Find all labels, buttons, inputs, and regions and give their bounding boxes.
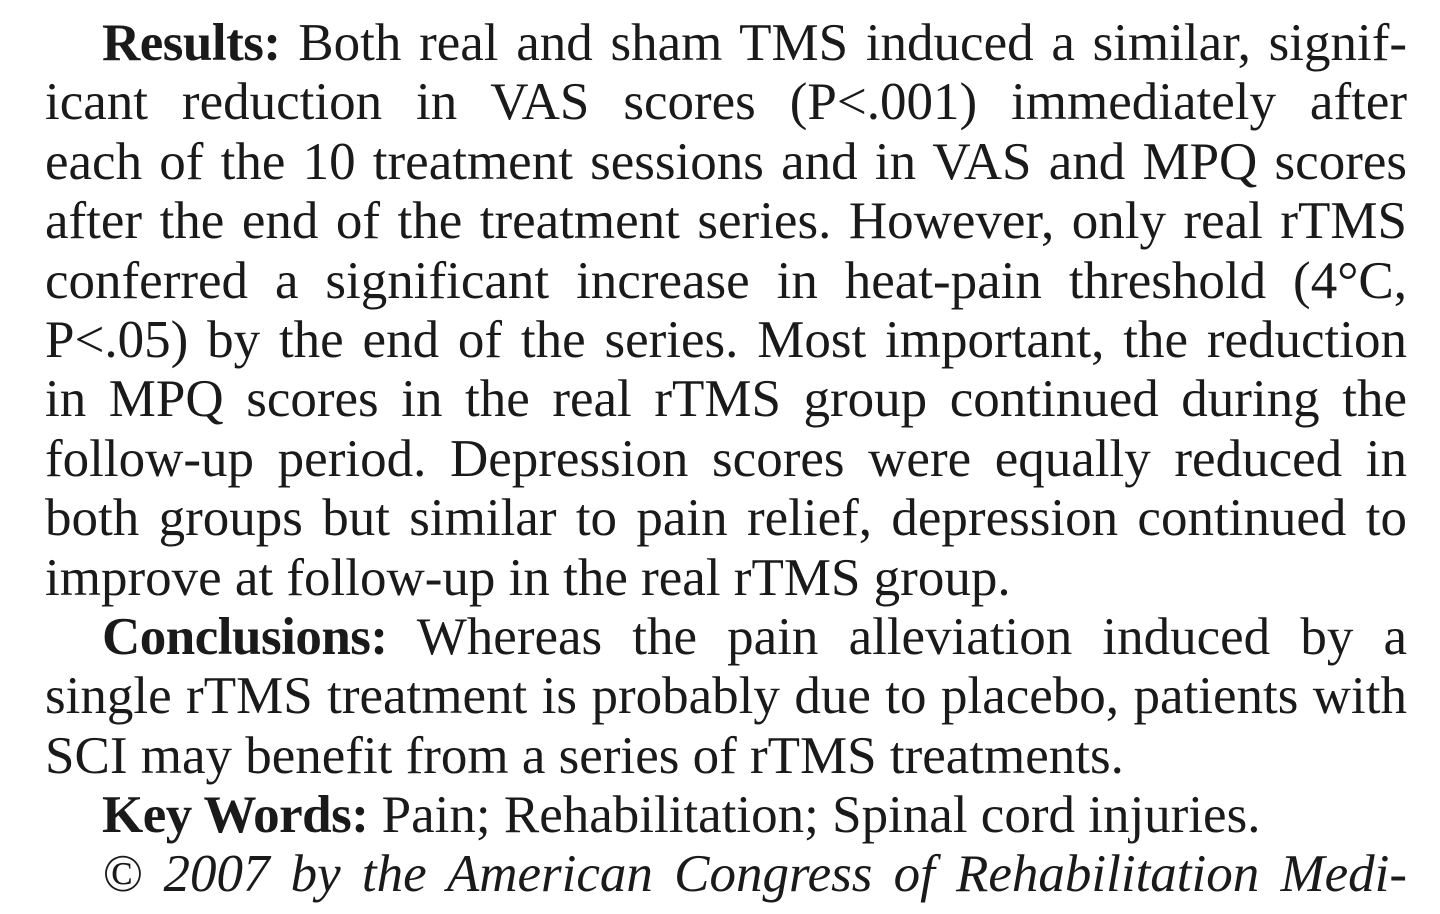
copyright-line: © 2007 by the American Congress of Rehab… — [45, 845, 1407, 904]
conclusions-line: single rTMS treatment is probably due to… — [45, 667, 1407, 726]
line-text: single rTMS treatment is probably due to… — [45, 667, 1407, 726]
line-text: icant reduction in VAS scores (P<.001) i… — [45, 73, 1407, 132]
key-words-line: Key Words: Pain; Rehabilitation; Spinal … — [45, 786, 1407, 845]
results-label: Results: — [102, 14, 281, 72]
line-text: both groups but similar to pain relief, … — [45, 489, 1407, 548]
conclusions-label: Conclusions: — [102, 607, 388, 666]
results-line: improve at follow-up in the real rTMS gr… — [45, 549, 1407, 608]
abstract-text: Results: Both real and sham TMS induced … — [45, 14, 1407, 905]
results-line: each of the 10 treatment sessions and in… — [45, 133, 1407, 192]
results-line: conferred a significant increase in heat… — [45, 252, 1407, 311]
conclusions-line: Conclusions: Whereas the pain alleviatio… — [45, 608, 1407, 667]
results-line: after the end of the treatment series. H… — [45, 192, 1407, 251]
line-text: in MPQ scores in the real rTMS group con… — [45, 370, 1407, 429]
results-line: in MPQ scores in the real rTMS group con… — [45, 370, 1407, 429]
line-text: each of the 10 treatment sessions and in… — [45, 132, 1407, 191]
line-text: after the end of the treatment series. H… — [45, 192, 1407, 251]
line-text: Both real and sham TMS induced a similar… — [280, 14, 1407, 72]
line-text: Pain; Rehabilitation; Spinal cord injuri… — [368, 786, 1261, 845]
key-words-label: Key Words: — [102, 786, 369, 845]
line-text: SCI may benefit from a series of rTMS tr… — [45, 726, 1124, 785]
results-line: icant reduction in VAS scores (P<.001) i… — [45, 73, 1407, 132]
line-text: P<.05) by the end of the series. Most im… — [45, 310, 1407, 369]
line-text: improve at follow-up in the real rTMS gr… — [45, 548, 1011, 607]
line-text: follow-up period. Depression scores were… — [45, 429, 1407, 488]
line-text: conferred a significant increase in heat… — [45, 251, 1407, 310]
conclusions-line: SCI may benefit from a series of rTMS tr… — [45, 727, 1407, 786]
results-line: both groups but similar to pain relief, … — [45, 489, 1407, 548]
results-line: Results: Both real and sham TMS induced … — [45, 14, 1407, 73]
results-line: follow-up period. Depression scores were… — [45, 430, 1407, 489]
line-text: © 2007 by the American Congress of Rehab… — [102, 845, 1407, 904]
results-line: P<.05) by the end of the series. Most im… — [45, 311, 1407, 370]
line-text: Whereas the pain alleviation induced by … — [387, 607, 1407, 666]
